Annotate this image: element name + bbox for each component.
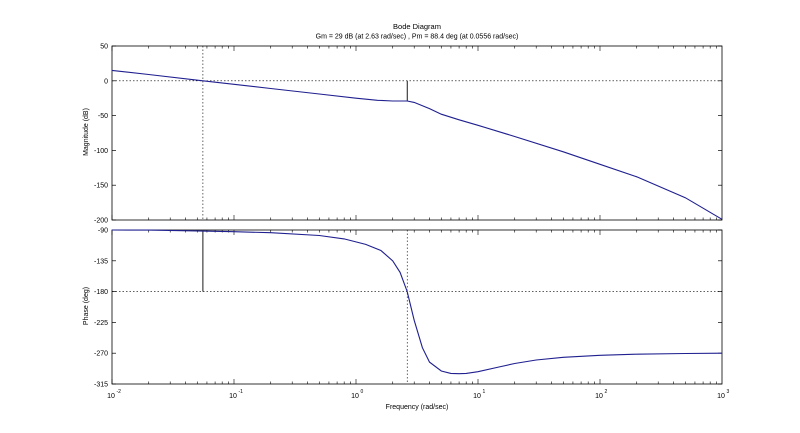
magnitude-series-line (111, 69, 723, 220)
phase-ytick-label: -225 (94, 320, 108, 327)
xtick-exponent: 2 (605, 389, 608, 395)
phase-axes-frame (111, 229, 723, 385)
xtick-exponent: 3 (727, 389, 730, 395)
xtick-exponent: -2 (117, 389, 122, 395)
phase-ytick-label: -180 (94, 289, 108, 296)
phase-ytick-label: -270 (94, 351, 108, 358)
magnitude-ytick-label: -150 (94, 183, 108, 190)
magnitude-ytick-label: -100 (94, 148, 108, 155)
magnitude-axes-frame (111, 45, 723, 221)
phase-ytick-label: -135 (94, 258, 108, 265)
xtick-exponent: 1 (483, 389, 486, 395)
xtick-label: 10 (717, 393, 725, 400)
phase-series-line (111, 229, 723, 375)
phase-ytick-label: -90 (98, 228, 108, 235)
x-axis-label: Frequency (rad/sec) (386, 404, 449, 411)
xtick-label: 10 (229, 393, 237, 400)
phase-y-label: Phase (deg) (83, 287, 90, 325)
chart-subtitle: Gm = 29 dB (at 2.63 rad/sec) , Pm = 88.4… (316, 34, 519, 41)
magnitude-panel: 50 0 -50 -100 -150 -200 (94, 44, 723, 225)
xtick-label: 10 (351, 393, 359, 400)
xtick-label: 10 (595, 393, 603, 400)
phase-ytick-label: -315 (94, 382, 108, 389)
magnitude-ytick-label: -50 (98, 113, 108, 120)
xtick-exponent: 0 (361, 389, 364, 395)
magnitude-ytick-label: 0 (104, 78, 108, 85)
xtick-label: 10 (107, 393, 115, 400)
chart-title: Bode Diagram (393, 22, 441, 31)
magnitude-ytick-label: -200 (94, 218, 108, 225)
xtick-label: 10 (473, 393, 481, 400)
xtick-exponent: -1 (239, 389, 244, 395)
magnitude-ytick-label: 50 (100, 44, 108, 51)
magnitude-y-label: Magnitude (dB) (83, 108, 90, 156)
phase-panel: -90-135-180-225-270-31510-210-1100101102… (94, 228, 730, 401)
